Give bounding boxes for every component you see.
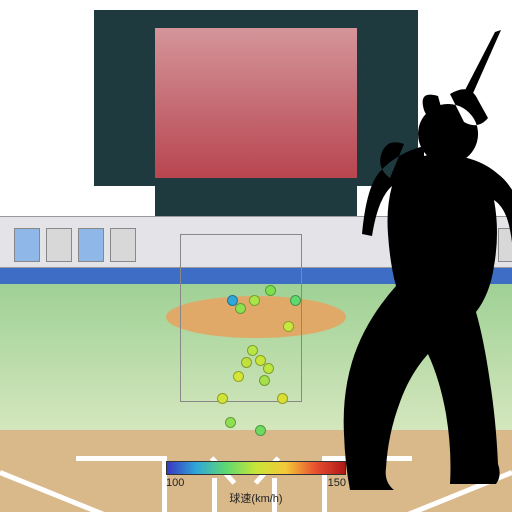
pitch-marker [225,417,236,428]
stadium-window [14,228,40,262]
colorbar-ticks: 100 150 [166,477,346,489]
pitch-marker [263,363,274,374]
pitch-marker [265,285,276,296]
pitch-chart-scene: 100 150 球速(km/h) [0,0,512,512]
pitch-marker [249,295,260,306]
stadium-window [434,228,460,262]
legend-label: 球速(km/h) [150,490,362,506]
stadium-window [78,228,104,262]
pitch-marker [283,321,294,332]
scoreboard-screen [155,28,357,178]
colorbar [166,461,346,475]
stadium-window [466,228,492,262]
legend: 100 150 球速(km/h) [150,461,362,506]
pitch-marker [217,393,228,404]
pitch-marker [247,345,258,356]
stadium-window [498,228,512,262]
pitch-marker [241,357,252,368]
stadium-window [46,228,72,262]
stadium-window [110,228,136,262]
pitch-marker [259,375,270,386]
pitch-marker [235,303,246,314]
pitch-marker [277,393,288,404]
tick-max: 150 [328,477,346,489]
pitch-marker [255,425,266,436]
tick-min: 100 [166,477,184,489]
stadium-window [402,228,428,262]
pitch-marker [290,295,301,306]
pitch-marker [233,371,244,382]
